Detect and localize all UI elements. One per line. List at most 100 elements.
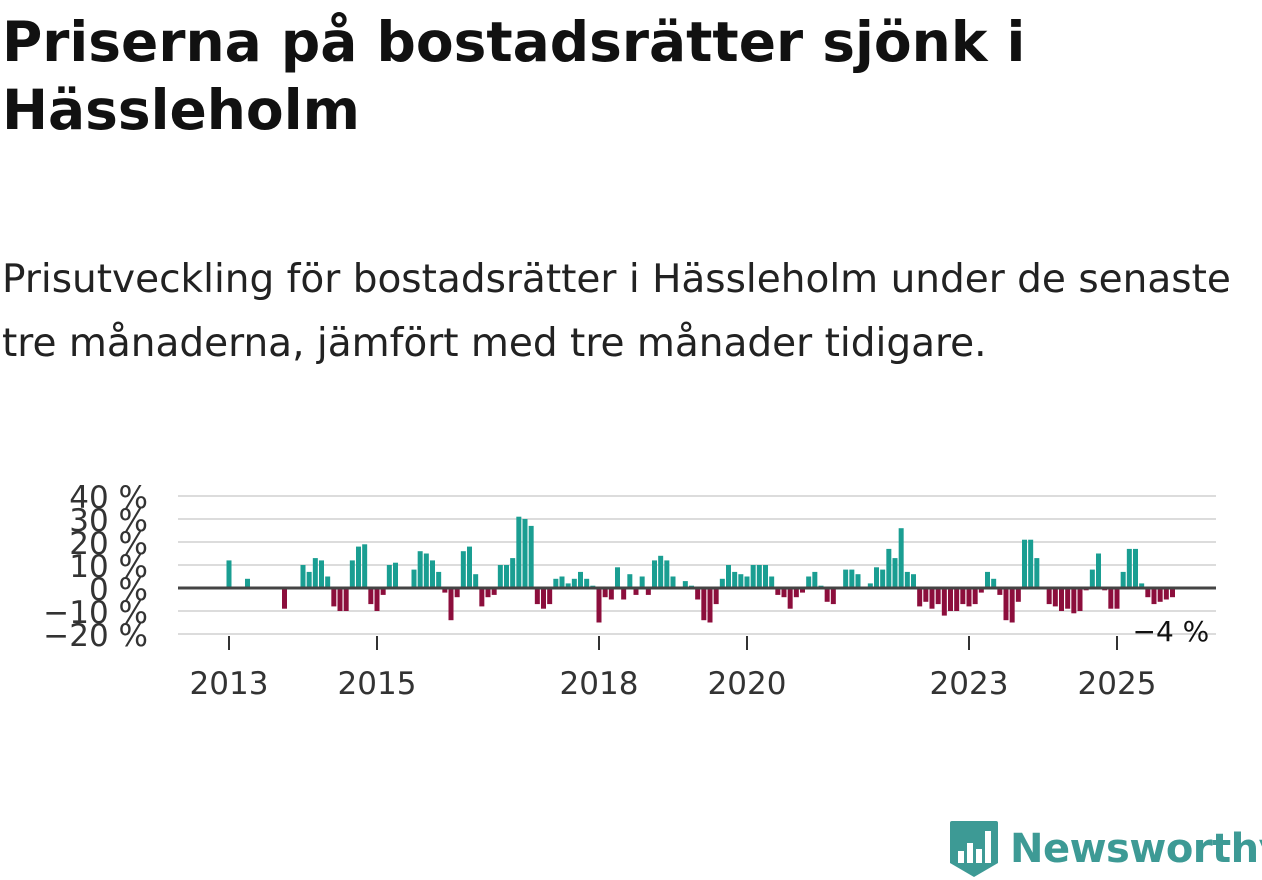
bar — [411, 569, 417, 588]
bar — [948, 588, 953, 611]
bar — [282, 588, 287, 609]
y-tick-label: 10 % — [69, 549, 148, 585]
bar — [639, 576, 645, 588]
bar — [423, 553, 429, 588]
y-tick-label: 30 % — [69, 503, 148, 539]
bar — [954, 588, 960, 611]
bar — [485, 588, 491, 598]
bar — [670, 576, 676, 588]
bar — [806, 576, 812, 588]
bar — [467, 546, 472, 588]
bar — [707, 588, 713, 623]
bar — [1114, 588, 1120, 609]
bar — [386, 565, 392, 588]
bar — [362, 544, 368, 588]
bar — [356, 546, 361, 588]
bar — [442, 588, 448, 593]
bar — [331, 588, 337, 607]
bar — [491, 588, 497, 595]
bar — [978, 588, 984, 593]
chart-title: Priserna på bostadsrätter sjönk i Hässle… — [2, 10, 1026, 142]
bar — [843, 569, 849, 588]
bar — [1120, 571, 1126, 588]
bar — [658, 555, 664, 588]
bar — [941, 588, 947, 616]
bar — [578, 571, 583, 588]
bar — [867, 583, 873, 588]
x-tick-label: 2023 — [930, 666, 1009, 700]
bar — [985, 571, 990, 588]
bar — [460, 551, 466, 588]
bar — [1145, 588, 1151, 598]
bar — [775, 588, 781, 595]
bar — [830, 588, 836, 605]
bar — [393, 562, 398, 588]
brand-logo[interactable]: Newsworthy — [948, 818, 1262, 880]
bar — [319, 560, 324, 588]
bar — [769, 576, 775, 588]
bar — [855, 574, 861, 588]
bar — [911, 574, 916, 588]
bar — [904, 571, 910, 588]
bar — [880, 569, 886, 588]
bar — [793, 588, 799, 598]
bar — [744, 576, 750, 588]
bar — [763, 565, 768, 588]
bar — [245, 578, 250, 588]
bar — [664, 560, 670, 588]
bar — [1071, 588, 1077, 614]
bar — [584, 578, 590, 588]
bar — [1077, 588, 1083, 611]
x-tick-label: 2020 — [708, 666, 787, 700]
bar — [1108, 588, 1114, 609]
bar — [1089, 569, 1095, 588]
y-tick-label: −10 % — [43, 595, 148, 631]
bar — [1163, 588, 1169, 600]
bar — [1157, 588, 1163, 602]
bar — [800, 588, 805, 593]
bar — [454, 588, 460, 598]
bar — [756, 565, 762, 588]
bar — [325, 576, 331, 588]
bar — [738, 574, 744, 588]
bar — [645, 588, 651, 595]
bar — [972, 588, 978, 605]
bar — [935, 588, 941, 605]
y-tick-label: −20 % — [43, 618, 148, 654]
bar — [571, 578, 577, 588]
bar — [991, 578, 997, 588]
bar — [374, 588, 380, 611]
bar — [781, 588, 787, 598]
bar — [1065, 588, 1071, 609]
bar — [824, 588, 830, 602]
bar — [732, 571, 738, 588]
bar — [226, 560, 232, 588]
bar — [1046, 588, 1052, 605]
bar — [1028, 539, 1034, 588]
bar — [713, 588, 719, 605]
bar — [1139, 583, 1145, 588]
bar — [627, 574, 633, 588]
bar — [1059, 588, 1064, 611]
bar — [1022, 539, 1027, 588]
bar — [553, 578, 559, 588]
bar — [892, 558, 898, 588]
bar — [547, 588, 553, 605]
bar — [898, 528, 904, 588]
y-tick-label: 40 % — [69, 480, 148, 516]
x-tick-label: 2015 — [338, 666, 417, 700]
bar — [682, 581, 688, 588]
bar — [312, 558, 318, 588]
bar — [874, 567, 879, 588]
bar — [1052, 588, 1058, 607]
bar — [1034, 558, 1040, 588]
last-value-label: −4 % — [1133, 615, 1210, 648]
bar — [1170, 588, 1175, 598]
bar — [436, 571, 442, 588]
bar — [368, 588, 374, 605]
bar — [787, 588, 793, 609]
bar — [559, 576, 565, 588]
chart-subtitle: Prisutveckling för bostadsrätter i Hässl… — [2, 257, 1231, 366]
x-tick-label: 2018 — [560, 666, 639, 700]
bar — [596, 588, 602, 623]
